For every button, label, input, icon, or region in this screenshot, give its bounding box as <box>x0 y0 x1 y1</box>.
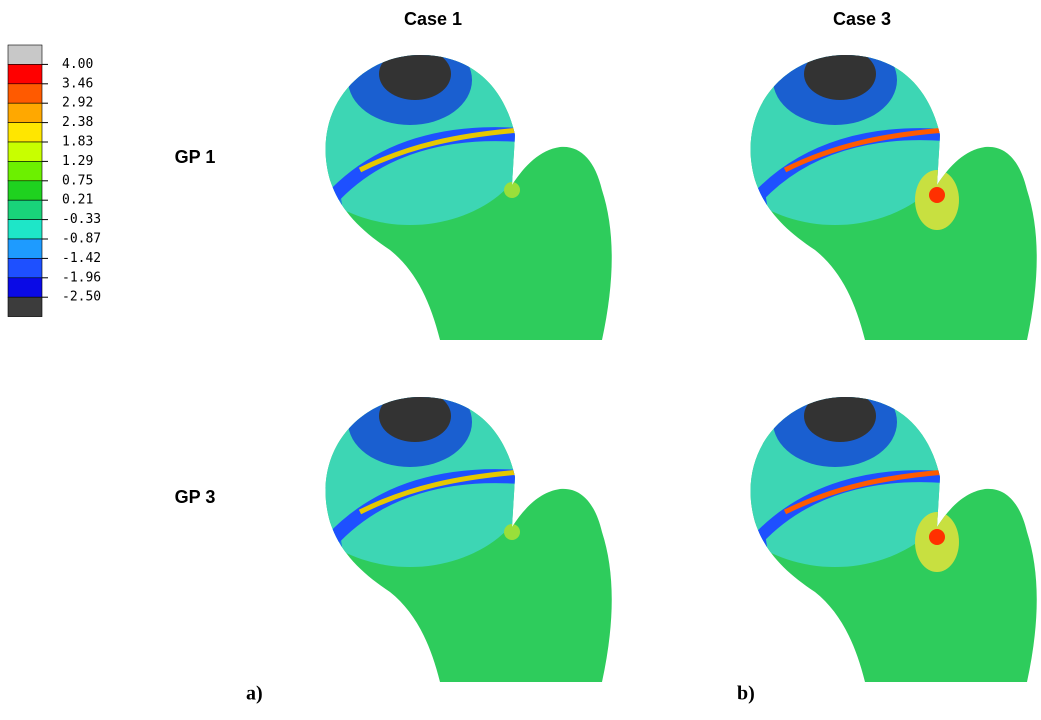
legend-label: 2.92 <box>62 96 93 111</box>
legend-label: -1.96 <box>62 270 101 285</box>
legend-swatch <box>8 84 42 103</box>
legend-swatch <box>8 123 42 142</box>
legend-swatch <box>8 258 42 277</box>
legend-label: 0.21 <box>62 193 93 208</box>
column-header: Case 1 <box>404 9 462 29</box>
legend-swatch <box>8 200 42 219</box>
legend-label: -0.33 <box>62 212 101 227</box>
legend-swatch <box>8 297 42 316</box>
legend-swatch <box>8 220 42 239</box>
legend-label: 1.83 <box>62 135 93 150</box>
contour-plot <box>285 367 630 687</box>
legend-swatch <box>8 64 42 83</box>
legend-swatch <box>8 239 42 258</box>
legend-label: 0.75 <box>62 173 93 188</box>
panel-label: a) <box>246 683 263 705</box>
legend-label: 3.46 <box>62 76 93 91</box>
legend-swatch <box>8 161 42 180</box>
legend: 4.00 3.46 2.92 2.38 1.83 1.29 0.75 0.21 -0.33 -0.… <box>8 45 101 317</box>
legend-swatch <box>8 45 42 64</box>
row-label: GP 3 <box>175 487 216 507</box>
panel-label: b) <box>737 683 755 705</box>
legend-swatch <box>8 278 42 297</box>
row-label: GP 1 <box>175 147 216 167</box>
legend-label: 1.29 <box>62 154 93 169</box>
legend-label: -1.42 <box>62 251 101 266</box>
legend-swatch <box>8 142 42 161</box>
legend-label: 4.00 <box>62 57 93 72</box>
legend-label: -2.50 <box>62 290 101 305</box>
figure: Case 1 Case 3 GP 1 GP 3 a) b) 4.00 3.46 2.… <box>0 0 1041 720</box>
contour-plot <box>710 25 1041 345</box>
legend-swatch <box>8 181 42 200</box>
legend-label: 2.38 <box>62 115 93 130</box>
legend-label: -0.87 <box>62 232 101 247</box>
column-header: Case 3 <box>833 9 891 29</box>
contour-plot <box>285 25 630 345</box>
legend-swatch <box>8 103 42 122</box>
contour-plot <box>710 367 1041 687</box>
